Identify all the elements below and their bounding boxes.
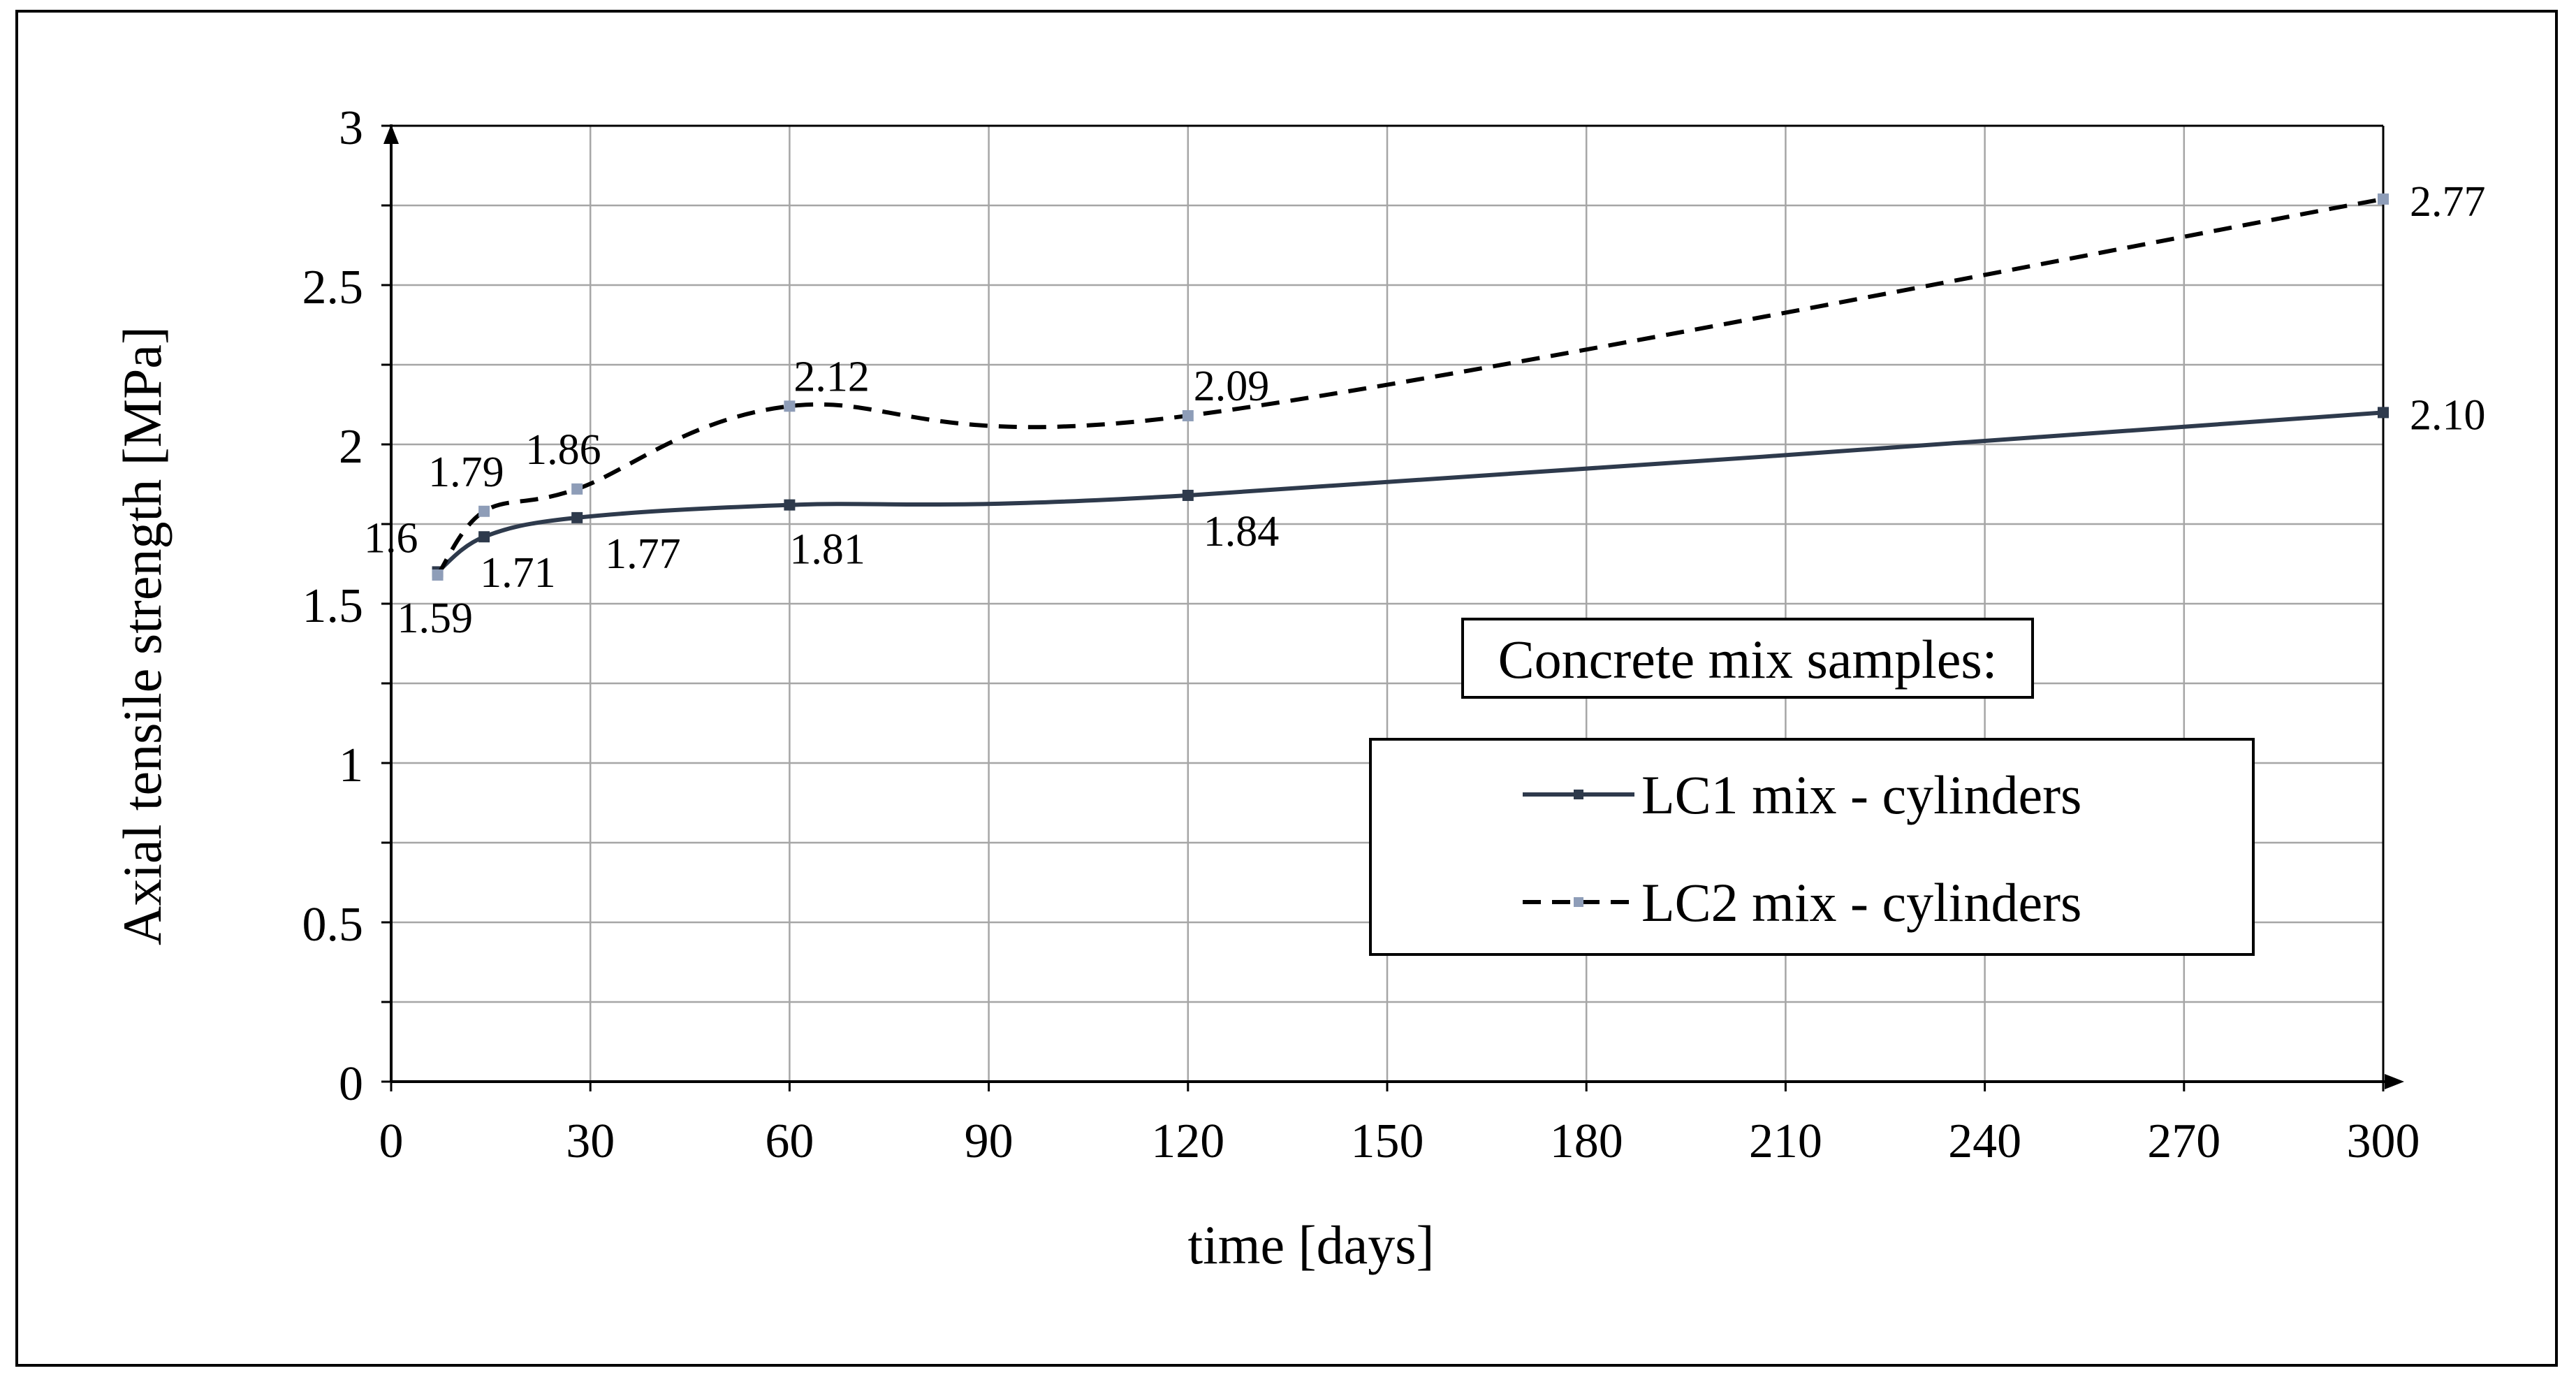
data-point-s1	[571, 511, 583, 523]
x-axis-title: time [days]	[1187, 1214, 1434, 1275]
x-tick-label: 60	[765, 1114, 814, 1168]
data-point-s1	[2378, 407, 2389, 419]
data-label-s1: 1.84	[1203, 508, 1280, 555]
series-line-1	[436, 410, 2384, 574]
data-label-s2: 2.12	[793, 353, 870, 400]
data-label-s2: 1.59	[397, 595, 474, 642]
x-tick-label: 150	[1351, 1114, 1424, 1168]
x-tick-label: 120	[1151, 1114, 1224, 1168]
data-label-s2: 1.79	[428, 449, 504, 496]
legend-title: Concrete mix samples:	[1498, 629, 1998, 690]
y-tick-label: 1	[339, 739, 363, 792]
x-axis-arrow	[2385, 1074, 2404, 1089]
data-label-s1: 1.81	[789, 526, 865, 574]
data-point-s2	[478, 505, 490, 517]
series-line-2	[436, 196, 2384, 576]
x-tick-label: 0	[379, 1114, 404, 1168]
y-tick-label: 3	[339, 101, 363, 155]
y-axis-arrow	[383, 124, 399, 144]
series-layer	[432, 193, 2389, 581]
y-tick-label: 2.5	[302, 261, 364, 314]
data-label-s2: 2.77	[2410, 178, 2486, 226]
y-tick-label: 1.5	[302, 579, 364, 633]
data-point-s1	[478, 531, 490, 543]
y-axis-title: Axial tensile strength [MPa]	[112, 326, 173, 945]
data-label-s1: 1.77	[605, 530, 681, 578]
legend-marker-lc1	[1574, 790, 1583, 799]
x-tick-label: 180	[1550, 1114, 1623, 1168]
data-label-s1: 1.6	[364, 514, 418, 562]
legend: LC1 mix - cylinders LC2 mix - cylinders	[1369, 738, 2255, 956]
y-tick-label: 2	[339, 420, 363, 474]
x-tick-label: 300	[2347, 1114, 2420, 1168]
data-label-s2: 2.09	[1194, 363, 1270, 410]
legend-item-lc2: LC2 mix - cylinders	[1523, 872, 2081, 933]
data-point-s2	[571, 483, 583, 495]
y-tick-label: 0.5	[302, 898, 364, 952]
data-point-s2	[784, 400, 796, 412]
data-point-s2	[432, 569, 444, 581]
x-tick-label: 30	[566, 1114, 615, 1168]
x-tick-label: 240	[1948, 1114, 2021, 1168]
data-point-s1	[784, 499, 796, 511]
axes: 00.511.522.530 30 60 90 120 150 180 210 240 270 30…	[302, 101, 2420, 1168]
x-tick-label: 90	[965, 1114, 1013, 1168]
data-labels: 1.6 1.71 1.77 1.81 1.84 2.10 1.59 1.79 1.86 2.12 2…	[364, 178, 2485, 642]
y-tick-label: 0	[339, 1057, 363, 1111]
data-point-s2	[2378, 193, 2389, 205]
x-tick-label: 270	[2147, 1114, 2220, 1168]
data-point-s1	[1182, 489, 1194, 501]
legend-item-lc1: LC1 mix - cylinders	[1523, 764, 2081, 825]
data-label-s1: 1.71	[480, 549, 556, 597]
legend-marker-lc2	[1574, 897, 1583, 907]
data-label-s2: 1.86	[525, 426, 601, 474]
x-tick-label: 210	[1749, 1114, 1822, 1168]
data-label-s1: 2.10	[2410, 391, 2486, 439]
legend-label-lc2: LC2 mix - cylinders	[1641, 872, 2081, 933]
legend-label-lc1: LC1 mix - cylinders	[1641, 764, 2081, 825]
data-point-s2	[1182, 409, 1194, 421]
legend-title-box: Concrete mix samples:	[1461, 618, 2034, 699]
chart-frame	[15, 10, 2558, 1367]
